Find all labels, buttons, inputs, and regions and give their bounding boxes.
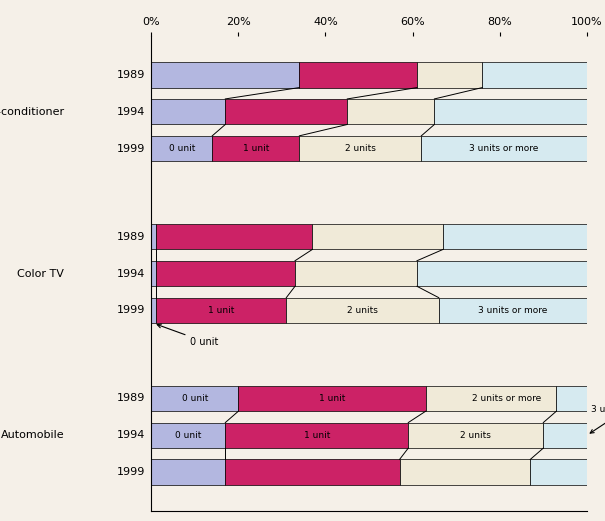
Text: 1 unit: 1 unit <box>243 144 269 153</box>
Bar <box>299 62 417 88</box>
Bar <box>399 460 530 485</box>
Bar <box>212 136 299 162</box>
Bar <box>417 62 482 88</box>
Text: 1 unit: 1 unit <box>304 431 330 440</box>
Bar <box>151 386 238 411</box>
Text: Room air-conditioner: Room air-conditioner <box>0 107 64 117</box>
Bar <box>482 62 587 88</box>
Text: 1 unit: 1 unit <box>319 394 345 403</box>
Text: 1994: 1994 <box>116 268 145 279</box>
Bar <box>421 136 587 162</box>
Bar <box>151 224 155 250</box>
Bar <box>286 297 439 323</box>
Text: 1 unit: 1 unit <box>208 306 234 315</box>
Bar <box>155 260 295 287</box>
Bar <box>347 99 434 125</box>
Bar <box>299 136 421 162</box>
Text: 0 unit: 0 unit <box>157 324 219 347</box>
Text: 2 units: 2 units <box>345 144 376 153</box>
Text: 1989: 1989 <box>116 70 145 80</box>
Bar <box>151 62 299 88</box>
Bar <box>151 260 155 287</box>
Text: 1999: 1999 <box>116 305 145 315</box>
Text: 1994: 1994 <box>116 107 145 117</box>
Text: 1999: 1999 <box>116 144 145 154</box>
Text: 1994: 1994 <box>116 430 145 440</box>
Bar <box>151 460 225 485</box>
Text: 1999: 1999 <box>116 467 145 477</box>
Bar <box>151 99 225 125</box>
Bar <box>238 386 426 411</box>
Bar <box>295 260 417 287</box>
Bar <box>155 297 286 323</box>
Bar <box>312 224 443 250</box>
Text: 1989: 1989 <box>116 232 145 242</box>
Text: 0 unit: 0 unit <box>182 394 208 403</box>
Bar <box>439 297 587 323</box>
Bar <box>155 224 312 250</box>
Text: 0 unit: 0 unit <box>169 144 195 153</box>
Bar <box>434 99 587 125</box>
Text: 3 units or more: 3 units or more <box>478 306 548 315</box>
Bar <box>557 386 587 411</box>
Bar <box>225 423 408 448</box>
Bar <box>151 136 212 162</box>
Bar <box>225 99 347 125</box>
Text: 1989: 1989 <box>116 393 145 403</box>
Text: 0 unit: 0 unit <box>175 431 201 440</box>
Text: 3 units or more: 3 units or more <box>590 405 605 433</box>
Bar <box>151 297 155 323</box>
Bar <box>443 224 587 250</box>
Text: 3 units or more: 3 units or more <box>469 144 539 153</box>
Bar <box>151 423 225 448</box>
Text: 2 units: 2 units <box>460 431 491 440</box>
Bar <box>426 386 557 411</box>
Text: 2 units or more: 2 units or more <box>472 394 541 403</box>
Text: Color TV: Color TV <box>18 268 64 279</box>
Bar <box>530 460 587 485</box>
Bar <box>543 423 587 448</box>
Bar <box>408 423 543 448</box>
Text: 2 units: 2 units <box>347 306 378 315</box>
Bar <box>417 260 587 287</box>
Bar <box>225 460 399 485</box>
Text: Automobile: Automobile <box>1 430 64 440</box>
